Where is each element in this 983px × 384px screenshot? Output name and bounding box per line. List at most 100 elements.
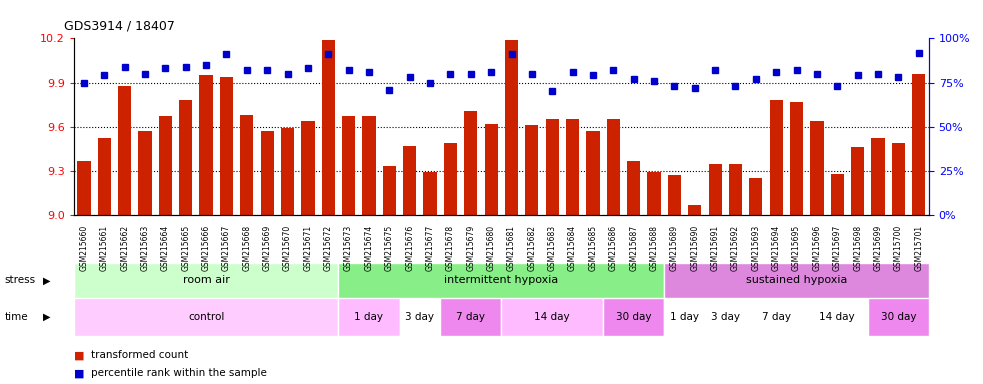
Bar bbox=[464, 111, 478, 215]
Text: 1 day: 1 day bbox=[355, 312, 383, 322]
Text: 14 day: 14 day bbox=[535, 312, 570, 322]
Text: GSM215674: GSM215674 bbox=[365, 225, 374, 271]
Bar bbox=[301, 121, 315, 215]
Text: sustained hypoxia: sustained hypoxia bbox=[746, 275, 847, 285]
Bar bbox=[200, 75, 212, 215]
Text: GSM215679: GSM215679 bbox=[466, 225, 476, 271]
Text: GSM215687: GSM215687 bbox=[629, 225, 638, 271]
Text: 14 day: 14 day bbox=[820, 312, 855, 322]
Text: GSM215686: GSM215686 bbox=[608, 225, 618, 271]
Bar bbox=[546, 119, 559, 215]
Text: GSM215662: GSM215662 bbox=[120, 225, 129, 271]
Bar bbox=[220, 77, 233, 215]
Bar bbox=[648, 172, 661, 215]
Bar bbox=[281, 128, 294, 215]
Text: GSM215677: GSM215677 bbox=[426, 225, 434, 271]
Bar bbox=[705, 298, 746, 336]
Bar bbox=[586, 131, 600, 215]
Bar bbox=[871, 139, 885, 215]
Bar bbox=[363, 116, 376, 215]
Text: GSM215668: GSM215668 bbox=[242, 225, 252, 271]
Bar bbox=[728, 164, 742, 215]
Text: GSM215673: GSM215673 bbox=[344, 225, 353, 271]
Text: GSM215669: GSM215669 bbox=[262, 225, 271, 271]
Text: GSM215672: GSM215672 bbox=[323, 225, 333, 271]
Bar bbox=[810, 121, 824, 215]
Text: GSM215688: GSM215688 bbox=[650, 225, 659, 271]
Text: GSM215691: GSM215691 bbox=[711, 225, 720, 271]
Text: ■: ■ bbox=[74, 368, 85, 378]
Bar bbox=[179, 100, 193, 215]
Text: GSM215701: GSM215701 bbox=[914, 225, 923, 271]
Bar bbox=[139, 131, 151, 215]
Text: GSM215700: GSM215700 bbox=[894, 225, 903, 271]
Bar bbox=[74, 263, 338, 298]
Bar bbox=[158, 116, 172, 215]
Bar bbox=[790, 102, 803, 215]
Bar bbox=[382, 166, 396, 215]
Bar bbox=[505, 40, 518, 215]
Text: 30 day: 30 day bbox=[616, 312, 652, 322]
Bar bbox=[338, 298, 399, 336]
Text: 30 day: 30 day bbox=[881, 312, 916, 322]
Bar bbox=[868, 298, 929, 336]
Text: GSM215689: GSM215689 bbox=[669, 225, 679, 271]
Bar bbox=[709, 164, 722, 215]
Text: GSM215692: GSM215692 bbox=[731, 225, 740, 271]
Text: GSM215665: GSM215665 bbox=[181, 225, 191, 271]
Bar bbox=[74, 298, 338, 336]
Text: 3 day: 3 day bbox=[711, 312, 740, 322]
Text: 7 day: 7 day bbox=[762, 312, 790, 322]
Text: time: time bbox=[5, 312, 29, 322]
Bar bbox=[403, 146, 417, 215]
Text: GSM215683: GSM215683 bbox=[548, 225, 556, 271]
Text: GSM215666: GSM215666 bbox=[202, 225, 210, 271]
Text: GSM215678: GSM215678 bbox=[446, 225, 455, 271]
Bar bbox=[424, 172, 436, 215]
Bar bbox=[665, 298, 705, 336]
Bar bbox=[440, 298, 501, 336]
Text: GSM215681: GSM215681 bbox=[507, 225, 516, 271]
Text: GSM215667: GSM215667 bbox=[222, 225, 231, 271]
Bar bbox=[342, 116, 355, 215]
Bar bbox=[627, 161, 640, 215]
Bar bbox=[831, 174, 844, 215]
Bar bbox=[892, 143, 905, 215]
Bar bbox=[501, 298, 604, 336]
Bar bbox=[667, 175, 681, 215]
Bar bbox=[118, 86, 132, 215]
Bar bbox=[260, 131, 274, 215]
Text: ▶: ▶ bbox=[43, 275, 51, 285]
Bar bbox=[749, 178, 763, 215]
Text: GSM215676: GSM215676 bbox=[405, 225, 414, 271]
Bar bbox=[665, 263, 929, 298]
Text: room air: room air bbox=[183, 275, 229, 285]
Text: GSM215693: GSM215693 bbox=[751, 225, 761, 271]
Text: GSM215661: GSM215661 bbox=[99, 225, 109, 271]
Text: GDS3914 / 18407: GDS3914 / 18407 bbox=[64, 20, 175, 33]
Bar bbox=[604, 298, 665, 336]
Text: 1 day: 1 day bbox=[670, 312, 699, 322]
Bar bbox=[688, 205, 702, 215]
Text: GSM215694: GSM215694 bbox=[772, 225, 781, 271]
Text: ▶: ▶ bbox=[43, 312, 51, 322]
Bar bbox=[912, 74, 925, 215]
Text: ■: ■ bbox=[74, 350, 85, 360]
Text: GSM215660: GSM215660 bbox=[80, 225, 88, 271]
Text: stress: stress bbox=[5, 275, 36, 285]
Text: GSM215675: GSM215675 bbox=[384, 225, 394, 271]
Text: GSM215690: GSM215690 bbox=[690, 225, 699, 271]
Text: GSM215671: GSM215671 bbox=[304, 225, 313, 271]
Bar bbox=[807, 298, 868, 336]
Bar bbox=[78, 161, 90, 215]
Bar bbox=[770, 100, 782, 215]
Text: GSM215664: GSM215664 bbox=[161, 225, 170, 271]
Text: 3 day: 3 day bbox=[405, 312, 434, 322]
Bar bbox=[240, 115, 254, 215]
Text: GSM215680: GSM215680 bbox=[487, 225, 495, 271]
Bar bbox=[399, 298, 440, 336]
Text: GSM215699: GSM215699 bbox=[874, 225, 883, 271]
Text: GSM215663: GSM215663 bbox=[141, 225, 149, 271]
Bar bbox=[485, 124, 497, 215]
Bar bbox=[851, 147, 864, 215]
